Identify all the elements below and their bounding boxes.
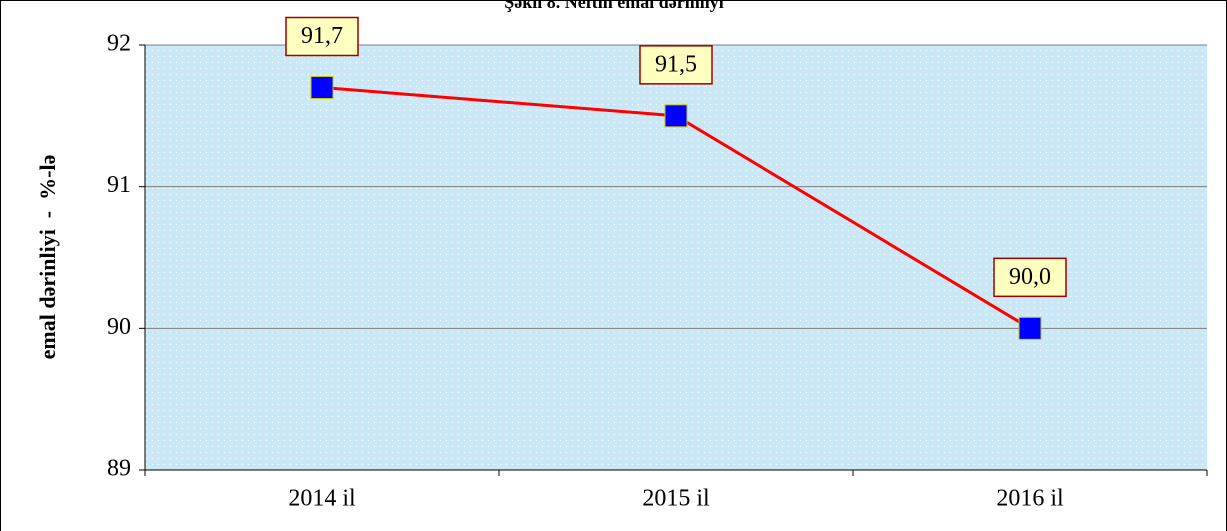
x-tick-label: 2015 il	[642, 486, 710, 512]
y-tick-label: 89	[107, 456, 131, 482]
value-label-box	[285, 16, 359, 57]
value-label-box	[993, 257, 1067, 298]
marker	[664, 104, 688, 128]
value-label: 91,7	[301, 23, 343, 49]
value-label: 90,0	[1009, 264, 1051, 290]
chart-title: Şəkil 8. Neftin emal dərinliyi	[504, 0, 724, 12]
value-label-box	[639, 45, 713, 85]
y-axis-label: emal dərinliyi - %-lə	[35, 154, 60, 359]
marker	[310, 76, 334, 99]
marker	[1018, 316, 1042, 340]
x-tick-label: 2014 il	[288, 486, 356, 512]
x-tick-label: 2016 il	[996, 486, 1064, 512]
y-tick-label: 92	[107, 31, 131, 57]
y-tick-label: 91	[107, 172, 131, 198]
y-tick-label: 90	[107, 314, 131, 340]
value-label: 91,5	[655, 51, 697, 77]
